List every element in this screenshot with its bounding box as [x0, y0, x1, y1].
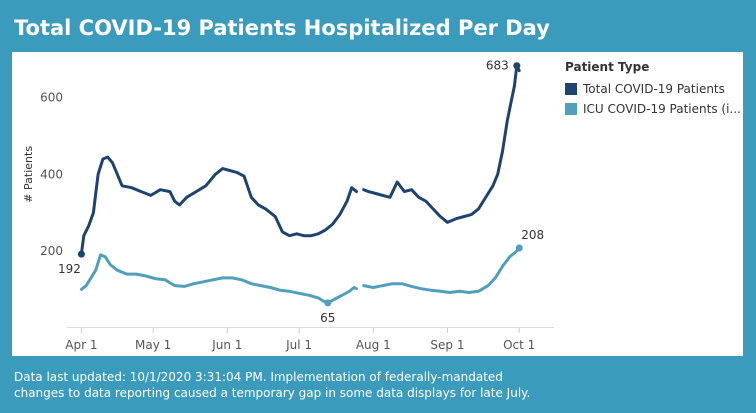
- legend-label-icu: ICU COVID-19 Patients (i...: [583, 102, 741, 116]
- x-tick-label: Jul 1: [285, 338, 312, 352]
- annotation-dot: [77, 250, 85, 258]
- chart-marks: 192 683 65 208: [58, 59, 544, 325]
- annotation-dot: [515, 244, 523, 252]
- data-label: 192: [58, 262, 81, 276]
- page-title: Total COVID-19 Patients Hospitalized Per…: [14, 16, 550, 40]
- x-tick-label: Aug 1: [356, 338, 391, 352]
- footer-note: Data last updated: 10/1/2020 3:31:04 PM.…: [14, 370, 531, 400]
- x-tick-label: Apr 1: [65, 338, 97, 352]
- legend: Patient Type Total COVID-19 Patients ICU…: [565, 60, 743, 119]
- chart-lines: [79, 64, 521, 305]
- chart-axes: 200 400 600 # Patients Apr 1 May 1 Jun 1 Jul 1 A…: [22, 91, 554, 352]
- x-tick-label: Jun 1: [211, 338, 242, 352]
- y-tick-label: 600: [40, 91, 63, 105]
- annotation-dot: [324, 299, 332, 307]
- data-label: 683: [486, 59, 509, 73]
- legend-item-total[interactable]: Total COVID-19 Patients: [565, 79, 743, 99]
- line-chart: 200 400 600 # Patients Apr 1 May 1 Jun 1 Jul 1 A…: [22, 59, 554, 352]
- series-line-icu: [362, 246, 521, 294]
- y-tick-label: 200: [40, 244, 63, 258]
- annotation-dot: [513, 62, 521, 70]
- series-line-total: [362, 64, 521, 224]
- data-label: 65: [320, 311, 335, 325]
- legend-item-icu[interactable]: ICU COVID-19 Patients (i...: [565, 99, 743, 119]
- legend-swatch-icu: [565, 103, 577, 115]
- x-tick-label: Sep 1: [430, 338, 464, 352]
- series-line-icu: [79, 253, 358, 305]
- y-tick-label: 400: [40, 167, 63, 181]
- x-tick-label: May 1: [135, 338, 171, 352]
- legend-label-total: Total COVID-19 Patients: [583, 82, 725, 96]
- series-line-total: [79, 155, 358, 256]
- y-axis-title: # Patients: [22, 146, 35, 203]
- chart-panel: 200 400 600 # Patients Apr 1 May 1 Jun 1 Jul 1 A…: [12, 52, 743, 356]
- x-tick-label: Oct 1: [503, 338, 535, 352]
- data-label: 208: [521, 228, 544, 242]
- legend-swatch-total: [565, 83, 577, 95]
- legend-title: Patient Type: [565, 60, 650, 74]
